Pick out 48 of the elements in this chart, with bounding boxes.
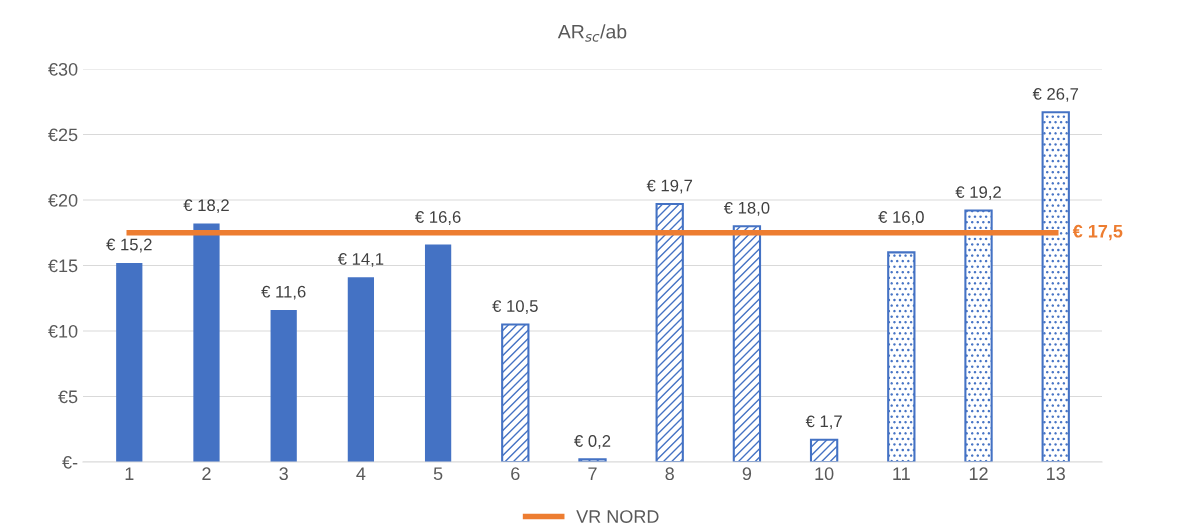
y-tick-label: €15 (48, 259, 78, 273)
y-tick-label: €20 (48, 193, 78, 207)
data-label: € 14,1 (337, 253, 384, 267)
data-label: € 17,5 (1072, 224, 1123, 241)
data-label: € 10,5 (492, 300, 538, 314)
x-tick-label: 8 (665, 467, 674, 481)
x-tick-label: 12 (969, 467, 988, 480)
x-tick-label: 6 (511, 467, 520, 481)
bar (1041, 111, 1070, 462)
bar (809, 438, 839, 462)
x-tick-label: 10 (815, 467, 834, 481)
bar (193, 223, 220, 462)
x-tick-label: 9 (742, 467, 752, 481)
data-label: € 11,6 (261, 285, 306, 300)
data-label: € 0,2 (574, 435, 611, 449)
y-tick-label: €- (62, 455, 78, 469)
y-tick-label: €5 (58, 390, 78, 404)
y-tick-label: €25 (48, 128, 78, 142)
bar (270, 310, 297, 462)
data-label: € 16,6 (415, 211, 461, 225)
x-tick-label: 4 (356, 467, 366, 480)
data-label: € 18,2 (183, 199, 229, 214)
x-tick-label: 11 (893, 467, 910, 480)
x-tick-label: 5 (433, 467, 443, 481)
bar (424, 244, 452, 462)
x-tick-label: 7 (588, 467, 597, 480)
bar (887, 251, 916, 462)
data-label: € 18,0 (723, 201, 770, 216)
y-tick-label: €10 (48, 324, 78, 338)
data-label: € 19,7 (646, 179, 693, 194)
x-tick-label: 13 (1047, 467, 1065, 481)
data-label: € 26,7 (1032, 87, 1079, 102)
bar (732, 225, 762, 462)
x-tick-label: 1 (125, 467, 134, 480)
bar (964, 209, 993, 462)
data-label: € 15,2 (106, 238, 152, 253)
bar (116, 262, 143, 462)
chart-title: AR$_{sc}$/ab (557, 24, 627, 42)
bar (655, 202, 684, 462)
bar (501, 323, 530, 462)
y-tick-label: €30 (48, 62, 78, 76)
data-label: € 1,7 (805, 415, 842, 430)
x-tick-label: 3 (279, 467, 288, 481)
bar (347, 277, 375, 462)
x-tick-label: 2 (202, 467, 211, 480)
legend-label: VR NORD (576, 510, 659, 523)
data-label: € 16,0 (878, 211, 924, 225)
data-label: € 19,2 (955, 186, 1001, 200)
